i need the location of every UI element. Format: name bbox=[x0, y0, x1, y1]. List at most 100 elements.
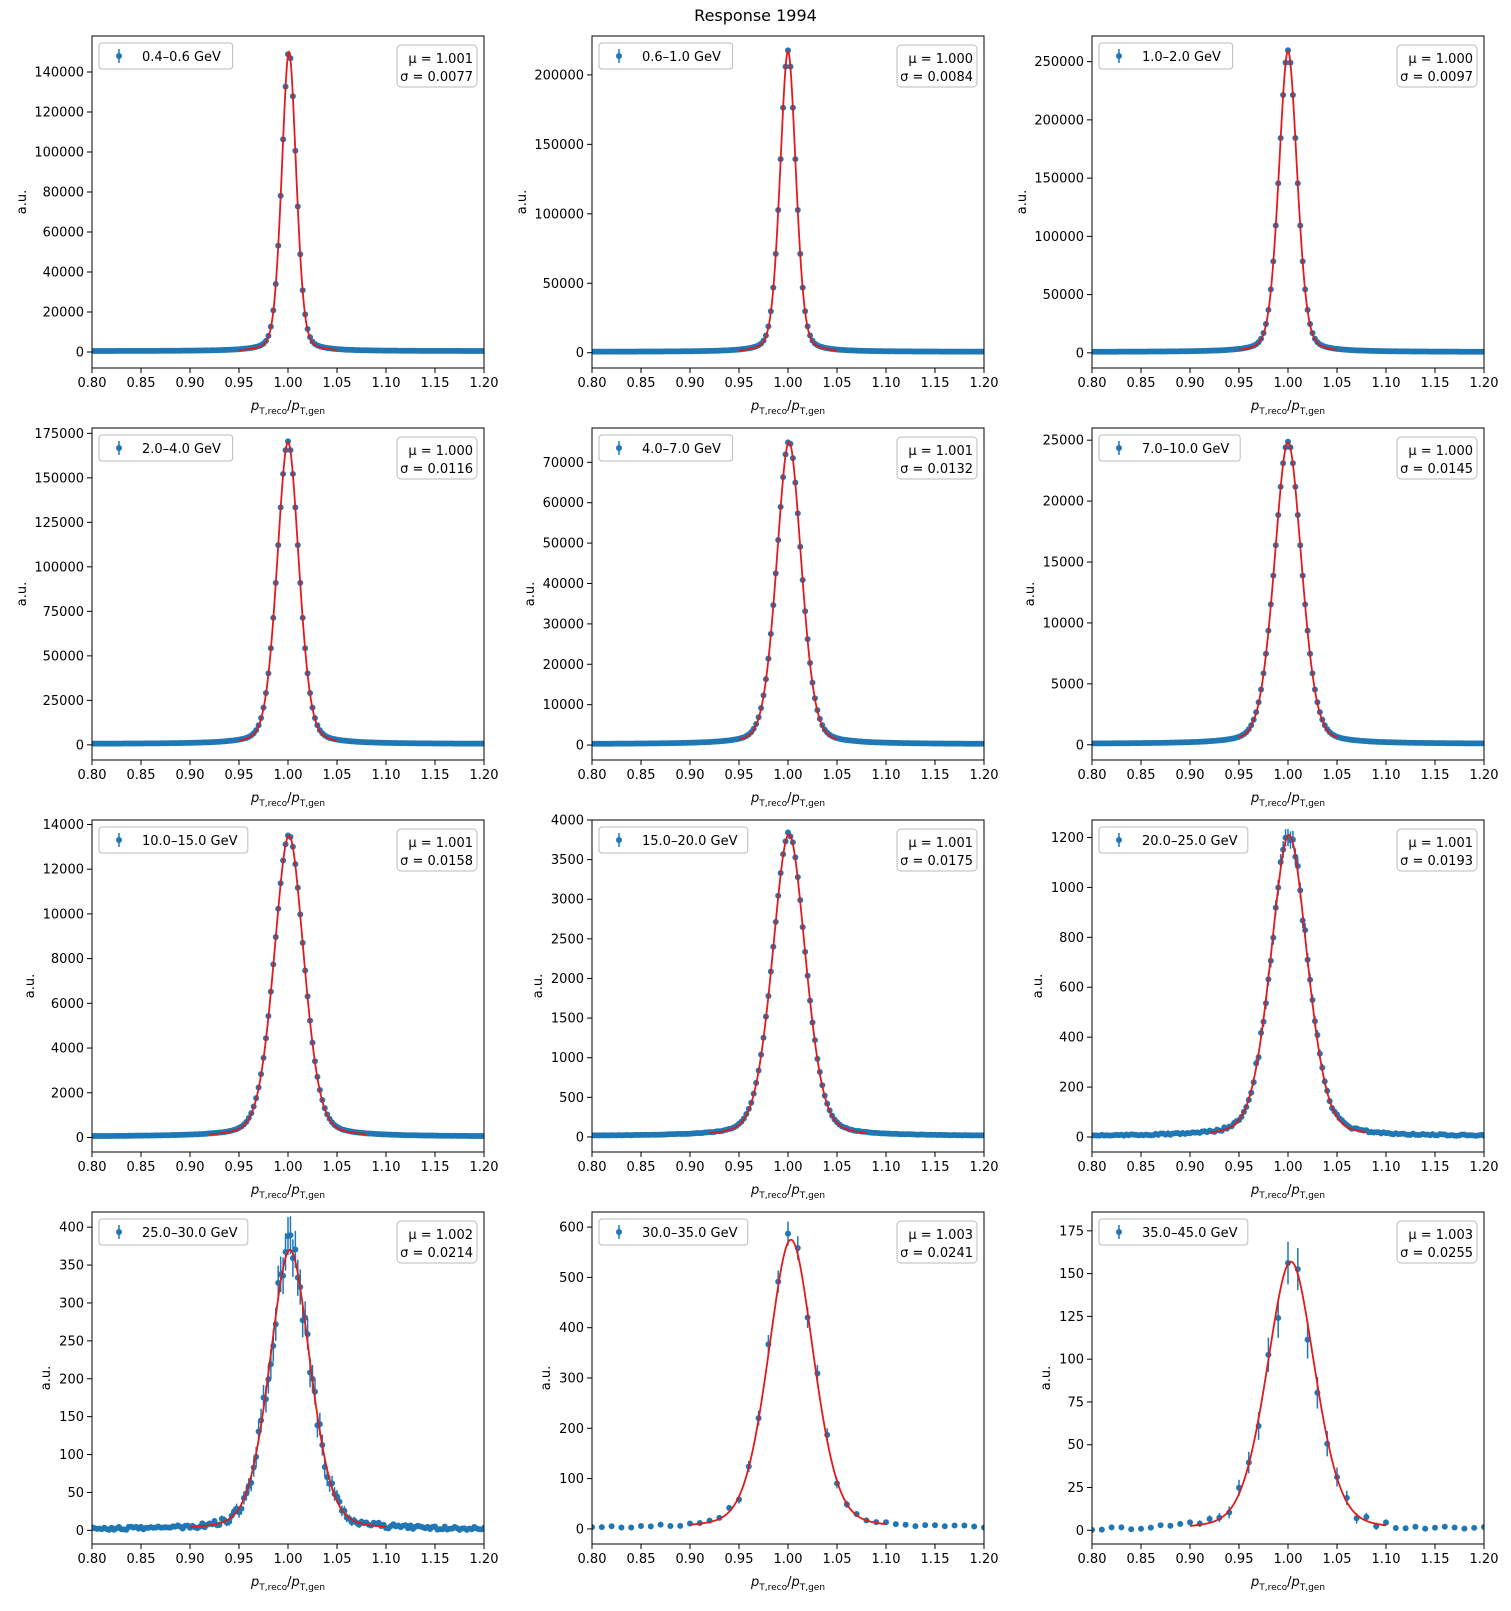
x-tick-label: 0.95 bbox=[725, 1160, 754, 1175]
y-tick-label: 4000 bbox=[551, 814, 584, 829]
x-tick-label: 0.90 bbox=[1176, 1160, 1205, 1175]
x-tick-label: 1.05 bbox=[323, 376, 352, 391]
data-series bbox=[592, 829, 984, 1139]
data-point bbox=[481, 1524, 484, 1531]
y-tick-label: 0 bbox=[576, 1522, 584, 1537]
x-tick-label: 1.15 bbox=[421, 376, 450, 391]
x-tick-label: 1.00 bbox=[274, 1160, 303, 1175]
x-tick-label: 1.10 bbox=[372, 1160, 401, 1175]
x-tick-label: 1.20 bbox=[970, 376, 999, 391]
legend-marker bbox=[616, 445, 622, 451]
data-point bbox=[1128, 1526, 1135, 1533]
fit-stats-frame bbox=[1396, 1220, 1478, 1264]
y-tick-label: 25 bbox=[1067, 1481, 1084, 1496]
y-tick-label: 3500 bbox=[551, 853, 584, 868]
x-tick-label: 0.95 bbox=[725, 768, 754, 783]
x-tick-label: 1.00 bbox=[1274, 768, 1303, 783]
fit-curve bbox=[1189, 1260, 1387, 1527]
x-axis-label: pT,reco/pT,gen bbox=[1250, 399, 1325, 417]
y-tick-label: 20000 bbox=[543, 658, 584, 673]
fit-curve bbox=[1209, 834, 1367, 1134]
x-tick-label: 0.95 bbox=[225, 768, 254, 783]
x-tick-label: 0.95 bbox=[1225, 768, 1254, 783]
legend-box bbox=[1098, 826, 1249, 854]
fit-stats-box: μ = 1.001 σ = 0.0175 bbox=[896, 828, 978, 872]
y-tick-label: 500 bbox=[559, 1271, 584, 1286]
x-tick-label: 0.80 bbox=[1078, 1552, 1107, 1567]
x-tick-label: 1.05 bbox=[323, 1160, 352, 1175]
y-tick-label: 300 bbox=[559, 1372, 584, 1387]
x-tick-label: 1.00 bbox=[774, 768, 803, 783]
x-tick-label: 1.10 bbox=[1372, 1160, 1401, 1175]
subplot-7: 0.80 0.85 0.90 0.95 1.00 1.05 1.10 1.15 1.20 0 200… bbox=[23, 818, 498, 1201]
x-tick-label: 1.05 bbox=[823, 768, 852, 783]
y-tick-label: 140000 bbox=[34, 66, 84, 81]
legend-label: 15.0–20.0 GeV bbox=[642, 834, 738, 849]
x-axis-label: pT,reco/pT,gen bbox=[1250, 1575, 1325, 1593]
fit-stats-box: μ = 1.003 σ = 0.0255 bbox=[1396, 1220, 1478, 1264]
fit-sigma: σ = 0.0158 bbox=[400, 854, 473, 869]
x-tick-label: 1.05 bbox=[323, 1552, 352, 1567]
legend-label: 7.0–10.0 GeV bbox=[1142, 442, 1229, 457]
y-tick-label: 0 bbox=[76, 738, 84, 753]
x-axis-label: pT,reco/pT,gen bbox=[750, 399, 825, 417]
x-tick-label: 1.05 bbox=[823, 376, 852, 391]
x-tick-label: 1.20 bbox=[970, 1160, 999, 1175]
x-tick-label: 0.85 bbox=[627, 1160, 656, 1175]
x-tick-label: 1.10 bbox=[372, 376, 401, 391]
data-point bbox=[1167, 1522, 1174, 1529]
y-tick-label: 15000 bbox=[1043, 556, 1084, 571]
x-axis-label: pT,reco/pT,gen bbox=[750, 1183, 825, 1201]
x-tick-label: 1.20 bbox=[1470, 1160, 1499, 1175]
x-tick-label: 1.20 bbox=[970, 768, 999, 783]
legend: 2.0–4.0 GeV bbox=[98, 434, 234, 462]
x-axis-label: pT,reco/pT,gen bbox=[250, 791, 325, 809]
x-tick-label: 1.15 bbox=[421, 1552, 450, 1567]
y-tick-label: 800 bbox=[1059, 931, 1084, 946]
fit-stats-box: μ = 1.001 σ = 0.0077 bbox=[396, 44, 478, 88]
x-tick-label: 0.90 bbox=[676, 1160, 705, 1175]
legend: 30.0–35.0 GeV bbox=[598, 1218, 749, 1246]
x-tick-label: 0.95 bbox=[1225, 1160, 1254, 1175]
data-point bbox=[628, 1524, 635, 1531]
x-tick-label: 1.15 bbox=[921, 376, 950, 391]
data-point bbox=[932, 1522, 938, 1529]
subplot-10: 0.80 0.85 0.90 0.95 1.00 1.05 1.10 1.15 1.20 0 50 1… bbox=[39, 1211, 498, 1593]
data-series bbox=[1092, 828, 1484, 1139]
fit-sigma: σ = 0.0077 bbox=[400, 70, 473, 85]
legend-label: 10.0–15.0 GeV bbox=[142, 834, 238, 849]
data-point bbox=[1461, 1525, 1468, 1532]
fit-stats-box: μ = 1.001 σ = 0.0193 bbox=[1396, 828, 1478, 872]
x-tick-label: 1.20 bbox=[470, 768, 499, 783]
x-tick-label: 0.85 bbox=[627, 768, 656, 783]
y-tick-label: 400 bbox=[559, 1321, 584, 1336]
y-tick-label: 25000 bbox=[43, 694, 84, 709]
y-tick-label: 1000 bbox=[551, 1051, 584, 1066]
x-tick-label: 0.90 bbox=[676, 376, 705, 391]
x-tick-label: 0.80 bbox=[78, 768, 107, 783]
legend: 1.0–2.0 GeV bbox=[1098, 42, 1234, 70]
x-tick-label: 1.20 bbox=[470, 376, 499, 391]
x-tick-label: 1.00 bbox=[774, 376, 803, 391]
x-tick-label: 1.05 bbox=[823, 1160, 852, 1175]
y-tick-label: 600 bbox=[1059, 981, 1084, 996]
data-point bbox=[785, 1230, 791, 1237]
x-tick-label: 0.80 bbox=[1078, 1160, 1107, 1175]
data-series bbox=[592, 1221, 984, 1531]
legend-box bbox=[1098, 434, 1241, 462]
data-point bbox=[892, 1521, 899, 1528]
legend-box bbox=[98, 1218, 249, 1246]
fit-stats-frame bbox=[1396, 828, 1478, 872]
fit-stats-frame bbox=[396, 44, 478, 88]
y-tick-label: 0 bbox=[76, 1131, 84, 1146]
fit-stats-frame bbox=[896, 44, 978, 88]
fit-stats-box: μ = 1.003 σ = 0.0241 bbox=[896, 1220, 978, 1264]
y-tick-label: 70000 bbox=[543, 456, 584, 471]
fit-sigma: σ = 0.0145 bbox=[1400, 462, 1473, 477]
y-tick-label: 0 bbox=[1076, 1131, 1084, 1146]
fit-sigma: σ = 0.0255 bbox=[1400, 1246, 1473, 1261]
y-axis-label: a.u. bbox=[23, 974, 38, 998]
data-series bbox=[92, 1216, 484, 1533]
y-tick-label: 5000 bbox=[1051, 677, 1084, 692]
x-tick-label: 1.15 bbox=[421, 768, 450, 783]
